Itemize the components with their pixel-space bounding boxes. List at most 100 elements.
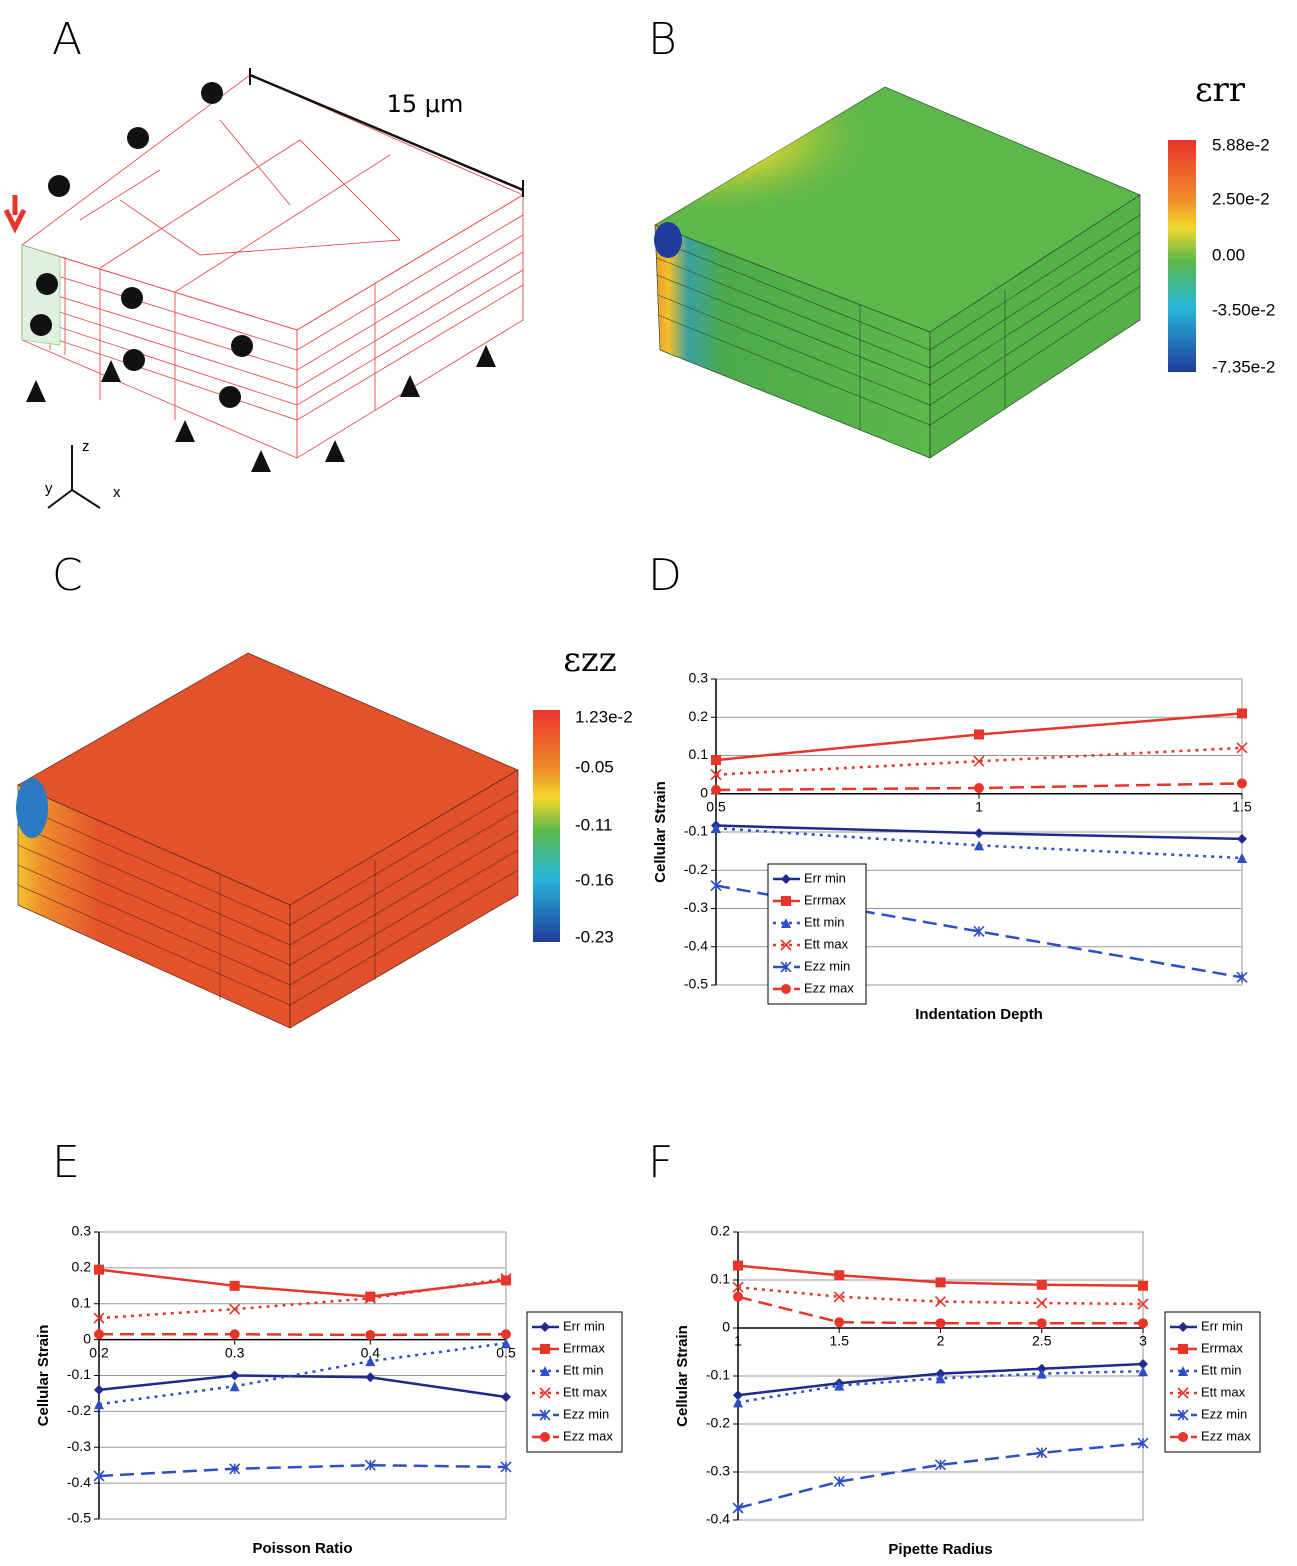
series-line [737, 1295, 1143, 1325]
marker [229, 1463, 241, 1475]
colorbar-label: 2.50e-2 [1212, 189, 1270, 208]
legend-label: Ezz min [804, 958, 850, 973]
series-line [98, 1463, 507, 1478]
series-line [98, 1341, 507, 1406]
panel-c: C εzz 1.23e-2 -0.05 -0.11 -0.16 -0.23 [16, 550, 633, 1029]
marker [365, 1329, 376, 1340]
panel-label: D [648, 550, 682, 601]
legend-label: Err min [804, 870, 846, 885]
legend-marker [540, 1322, 550, 1332]
marker [974, 828, 984, 839]
y-tick-label: 0.2 [72, 1259, 92, 1275]
marker [364, 1459, 376, 1471]
marker [365, 1356, 376, 1367]
marker [833, 1291, 845, 1303]
dimension-ticks [249, 68, 524, 197]
x-tick-label: 0.2 [89, 1344, 109, 1360]
marker [1036, 1297, 1048, 1309]
legend-marker [781, 896, 791, 906]
x-tick-label: 0.5 [496, 1344, 516, 1360]
marker [1237, 708, 1247, 719]
marker [229, 1280, 240, 1291]
strain-hotspot [655, 87, 1140, 332]
y-tick-label: 0 [700, 784, 708, 800]
panel-label: F [648, 1137, 673, 1188]
mesh [656, 214, 1141, 430]
y-tick-label: 0.2 [689, 708, 709, 724]
legend-label: Ett max [563, 1384, 608, 1399]
marker [1138, 1280, 1148, 1291]
legend-marker [1178, 1322, 1188, 1332]
y-axis-title: Cellular Strain [674, 1325, 691, 1427]
y-tick-label: 0 [83, 1330, 91, 1346]
marker [94, 1384, 104, 1395]
legend-label: Ett min [563, 1362, 603, 1377]
x-axis-title: Indentation Depth [915, 1006, 1043, 1023]
line-chart: F -0.4 -0.3 -0.2 -0.1 0 0.1 0.2 1 1.5 2 2.5 3 Pipette… [648, 1137, 1261, 1558]
y-tick-label: -0.2 [67, 1402, 91, 1418]
y-axis-title: Cellular Strain [35, 1325, 52, 1427]
y-tick-label: -0.4 [706, 1511, 730, 1527]
line-chart: E -0.5 -0.4 -0.3 -0.2 -0.1 0 0.1 0.2 0.3 0.2 0.3 0.4… [35, 1137, 623, 1557]
legend-box [1164, 1311, 1261, 1453]
marker [1236, 971, 1248, 983]
marker [365, 1291, 376, 1302]
legend-marker [540, 1366, 550, 1376]
marker [732, 1502, 744, 1514]
colorbar [1168, 140, 1196, 372]
legend-marker [781, 874, 791, 884]
panel-label: C [52, 550, 83, 601]
legend-marker [540, 1344, 550, 1354]
marker [1036, 1318, 1047, 1329]
marker [935, 1318, 946, 1329]
marker [1137, 1298, 1149, 1310]
colorbar-label: -0.05 [575, 757, 614, 776]
legend-label: Ezz min [563, 1406, 609, 1421]
series-line [99, 1332, 507, 1337]
colorbar-labels: 1.23e-2 -0.05 -0.11 -0.16 -0.23 [575, 707, 633, 946]
x-tick-label: 0.3 [225, 1344, 245, 1360]
marker [1138, 1359, 1148, 1369]
legend-marker [539, 1409, 551, 1421]
x-tick-label: 0.5 [706, 798, 726, 814]
panel-label: B [648, 14, 677, 65]
x-tick-label: 1 [734, 1333, 742, 1349]
x-tick-label: 2.5 [1032, 1333, 1052, 1349]
marker [93, 1312, 105, 1324]
x-axis-title: Pipette Radius [888, 1541, 992, 1558]
dimension-line [249, 73, 524, 192]
strain-hotspot [654, 222, 682, 258]
colorbar-label: 1.23e-2 [575, 707, 633, 726]
marker [1236, 742, 1248, 754]
series-line [737, 1285, 1144, 1306]
marker [834, 1317, 845, 1328]
marker [973, 755, 985, 767]
legend-label: Errmax [804, 892, 846, 907]
axis-name: y [45, 480, 53, 497]
marker [229, 1381, 240, 1392]
y-tick-label: -0.5 [684, 976, 708, 992]
colorbar-label: -7.35e-2 [1212, 357, 1275, 376]
panel-label: A [52, 14, 82, 65]
panel-b: B εrr 5.88e-2 2.50e-2 0.00 -3.50e-2 -7.3… [648, 14, 1275, 459]
colorbar-label: -3.50e-2 [1212, 300, 1275, 319]
y-tick-label: -0.2 [684, 861, 708, 877]
mesh [17, 789, 519, 1006]
legend: Err min Errmax Ett min Ett max Ezz min Ezz ma… [1164, 1311, 1261, 1453]
marker [94, 1264, 104, 1275]
marker [710, 879, 722, 892]
y-tick-label: -0.1 [67, 1366, 91, 1382]
panel-a: A 15 μm z y x [3, 14, 524, 509]
marker [501, 1275, 511, 1286]
y-tick-label: 0.1 [72, 1294, 92, 1310]
x-tick-label: 1 [975, 798, 983, 814]
marker [93, 1470, 105, 1482]
legend-marker [1178, 1344, 1188, 1354]
y-tick-label: -0.4 [684, 937, 708, 953]
marker [833, 1476, 845, 1488]
axis-name: z [82, 438, 90, 455]
legend-marker [539, 1387, 551, 1399]
y-tick-label: -0.1 [706, 1367, 730, 1383]
marker [1137, 1437, 1149, 1449]
